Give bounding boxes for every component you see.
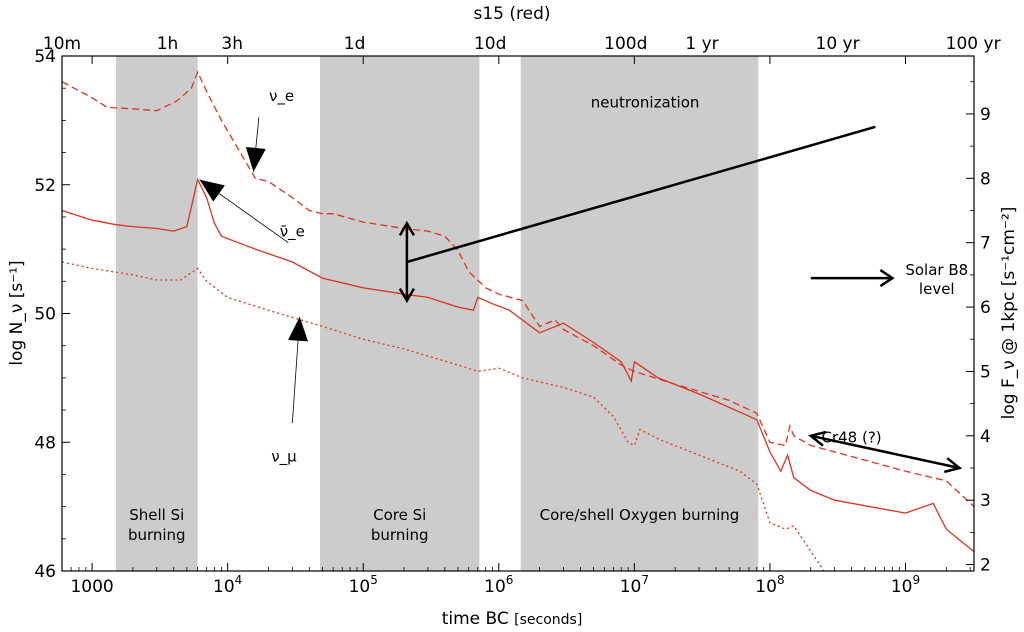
y-tick-label: 50 xyxy=(34,305,56,325)
series-line-solid xyxy=(61,177,975,553)
y-right-tick-label: 4 xyxy=(980,427,991,447)
y-right-tick-label: 3 xyxy=(980,491,991,511)
x-tick-label-exp: 9 xyxy=(913,573,921,587)
top-tick-label: 100 yr xyxy=(946,34,1001,54)
top-tick-label: 10 yr xyxy=(816,34,860,54)
top-tick-label: 3h xyxy=(221,34,243,54)
y-right-tick-label: 2 xyxy=(980,556,991,576)
y-tick-label: 48 xyxy=(34,433,56,453)
annotation-label-line: Solar B8 xyxy=(905,261,968,279)
x-tick-label-exp: 6 xyxy=(506,573,514,587)
x-axis-label-main: time BC xyxy=(442,609,509,629)
y-right-tick-label: 8 xyxy=(980,169,991,189)
series-line-dotted xyxy=(61,261,825,572)
x-tick-label: 1000 xyxy=(70,577,113,597)
y-tick-label: 52 xyxy=(34,176,56,196)
annotation-label-3: neutronization xyxy=(591,94,700,112)
annotation-label-line: level xyxy=(919,280,955,298)
solar-b8-arrow-head xyxy=(879,269,895,288)
annotation-arrow-head xyxy=(199,179,225,202)
y-tick-label: 54 xyxy=(34,47,56,67)
series-line-dashed xyxy=(61,70,975,508)
top-tick-label: 1d xyxy=(344,34,366,54)
x-tick-label-exp: 4 xyxy=(235,573,243,587)
annotation-label-0: ν_e xyxy=(269,87,294,106)
y-right-tick-label: 9 xyxy=(980,105,991,125)
band-label-1: Core Si burning xyxy=(371,506,429,544)
cr48-arrow-line xyxy=(810,434,960,470)
x-tick-label-exp: 5 xyxy=(370,573,378,587)
annotation-label-2: ν_μ xyxy=(271,448,297,467)
x-tick-label-base: 10 xyxy=(620,577,642,597)
series-lines xyxy=(61,70,975,572)
x-tick-label: 108 xyxy=(755,573,784,597)
band-label-line: Core/shell Oxygen burning xyxy=(540,506,740,524)
double-arrow-head-bottom xyxy=(398,287,415,304)
annotation-label-line: Cr48 (?) xyxy=(821,428,881,446)
band-0 xyxy=(115,56,198,571)
x-tick-label: 106 xyxy=(484,573,513,597)
band-label-line: Shell Si xyxy=(129,506,184,524)
x-tick-label-base: 10 xyxy=(891,577,913,597)
annotation-label-1: ν̄_e xyxy=(280,222,305,241)
band-2 xyxy=(520,56,759,571)
plot-frame xyxy=(61,55,975,572)
band-label-0: Shell Si burning xyxy=(128,506,186,544)
x-tick-label-base: 10 xyxy=(213,577,235,597)
chart-title: s15 (red) xyxy=(473,4,550,24)
band-1 xyxy=(320,56,480,571)
annotation-label-line: neutronization xyxy=(591,94,700,112)
band-label-line: Core Si xyxy=(373,506,426,524)
annotation-arrow-head xyxy=(245,147,266,172)
double-arrow-head-top xyxy=(398,220,415,237)
band-label-2: Core/shell Oxygen burning xyxy=(540,506,740,524)
y-tick-label: 46 xyxy=(34,562,56,582)
annotation-label-line: ν_μ xyxy=(271,448,297,467)
y-axis-label-right: log F_ν @ 1kpc [s⁻¹cm⁻²] xyxy=(999,207,1019,420)
annotations: ν_e ν̄_e ν_μ neutronization Solar B8 level Cr4… xyxy=(199,87,968,474)
x-tick-label-base: 10 xyxy=(484,577,506,597)
cr48-arrow-head-right xyxy=(943,457,963,474)
annotation-label-line: ν̄_e xyxy=(280,222,305,241)
x-tick-label-base: 10 xyxy=(349,577,371,597)
x-tick-label: 105 xyxy=(349,573,378,597)
band-label-line: burning xyxy=(371,526,429,544)
annotation-arrow-head xyxy=(288,316,309,342)
x-tick-label-exp: 7 xyxy=(641,573,649,587)
band-label-line: burning xyxy=(128,526,186,544)
x-tick-label: 109 xyxy=(891,573,920,597)
top-tick-label: 10d xyxy=(474,34,506,54)
x-tick-label-base: 10 xyxy=(755,577,777,597)
top-tick-label: 1h xyxy=(157,34,179,54)
x-axis-label: time BC [seconds] xyxy=(442,609,583,629)
top-tick-label: 1 yr xyxy=(685,34,718,54)
x-tick-label: 107 xyxy=(620,573,649,597)
y-right-tick-label: 6 xyxy=(980,298,991,318)
top-tick-label: 10m xyxy=(43,34,81,54)
annotation-label-5: Cr48 (?) xyxy=(821,428,881,446)
y-right-tick-label: 7 xyxy=(980,234,991,254)
annotation-label-4: Solar B8 level xyxy=(905,261,968,298)
top-tick-label: 100d xyxy=(604,34,647,54)
cr48-arrow-head-left xyxy=(808,430,827,447)
x-tick-label: 104 xyxy=(213,573,242,597)
y-axis-label-left: log N_ν [s⁻¹] xyxy=(7,260,27,365)
burning-phase-bands: Shell Si burning Core Si burning Core/shell … xyxy=(115,56,759,571)
neutronization-line xyxy=(406,125,876,264)
annotation-label-line: ν_e xyxy=(269,87,294,106)
y-right-tick-label: 5 xyxy=(980,362,991,382)
x-tick-label-exp: 8 xyxy=(777,573,785,587)
x-axis-label-unit: [seconds] xyxy=(514,612,582,628)
